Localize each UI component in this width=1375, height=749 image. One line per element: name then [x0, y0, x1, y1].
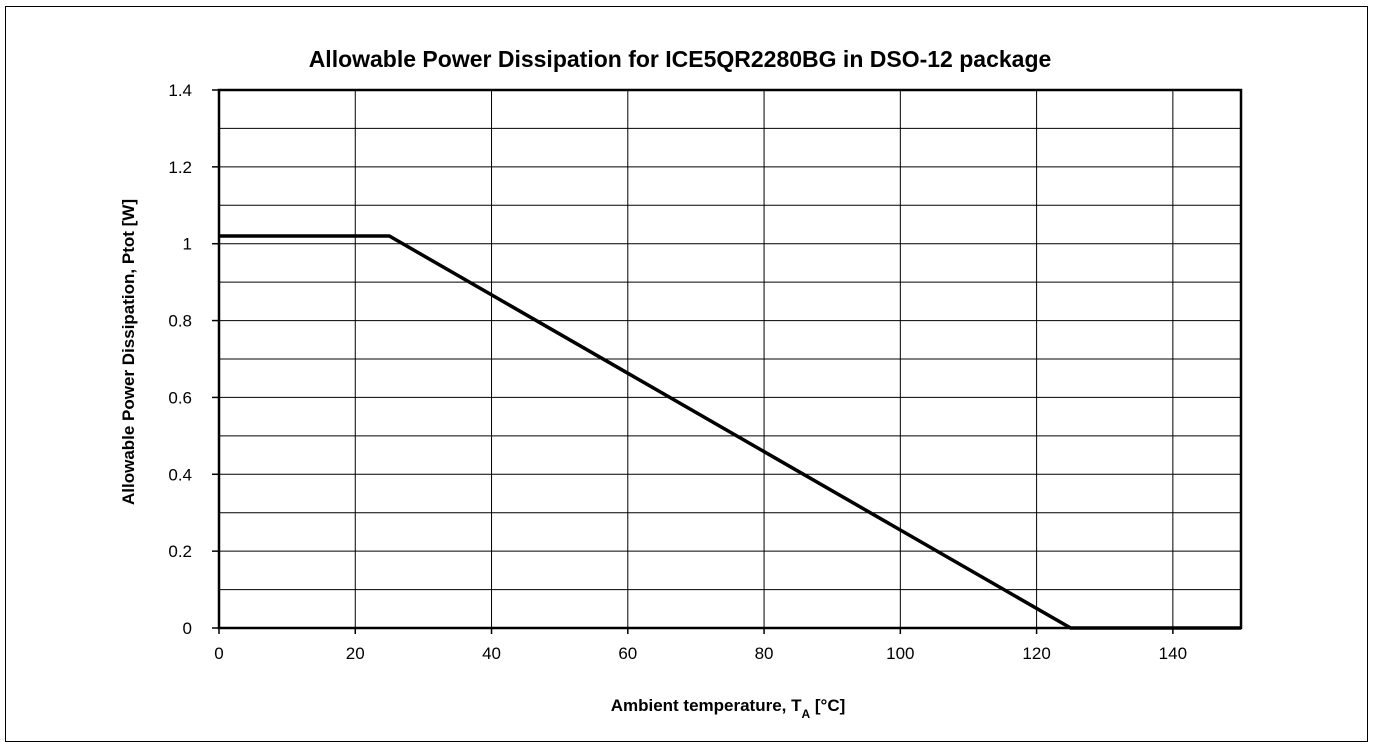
x-tick-label: 80 — [755, 644, 774, 663]
x-tick-label: 100 — [886, 644, 914, 663]
y-tick-label: 0.6 — [168, 388, 192, 407]
x-tick-label: 40 — [482, 644, 501, 663]
y-tick-labels: 0 0.2 0.4 0.6 0.8 1 1.2 1.4 — [168, 81, 219, 638]
y-tick-label: 0.2 — [168, 542, 192, 561]
series-layer — [219, 234, 1241, 630]
y-tick-label: 0 — [183, 619, 192, 638]
x-axis-label-subscript: A — [802, 707, 811, 721]
x-tick-label: 140 — [1159, 644, 1187, 663]
x-tick-label: 0 — [214, 644, 223, 663]
chart-title: Allowable Power Dissipation for ICE5QR22… — [309, 46, 1052, 72]
x-axis-label-unit: [°C] — [810, 696, 845, 715]
y-tick-label: 1 — [183, 235, 192, 254]
x-tick-labels: 0 20 40 60 80 100 120 140 — [214, 628, 1187, 663]
series-line — [219, 234, 1241, 630]
y-tick-label: 1.4 — [168, 81, 192, 100]
y-tick-label: 0.4 — [168, 465, 192, 484]
y-tick-label: 0.8 — [168, 312, 192, 331]
x-axis-label: Ambient temperature, TA [°C] — [611, 696, 846, 721]
grid-lines — [218, 89, 1241, 629]
plot-area-border — [217, 88, 1243, 630]
y-tick-label: 1.2 — [168, 158, 192, 177]
x-tick-label: 120 — [1022, 644, 1050, 663]
y-axis-label: Allowable Power Dissipation, Ptot [W] — [119, 199, 138, 505]
x-axis-label-main: Ambient temperature, T — [611, 696, 802, 715]
x-tick-label: 20 — [346, 644, 365, 663]
x-tick-label: 60 — [618, 644, 637, 663]
